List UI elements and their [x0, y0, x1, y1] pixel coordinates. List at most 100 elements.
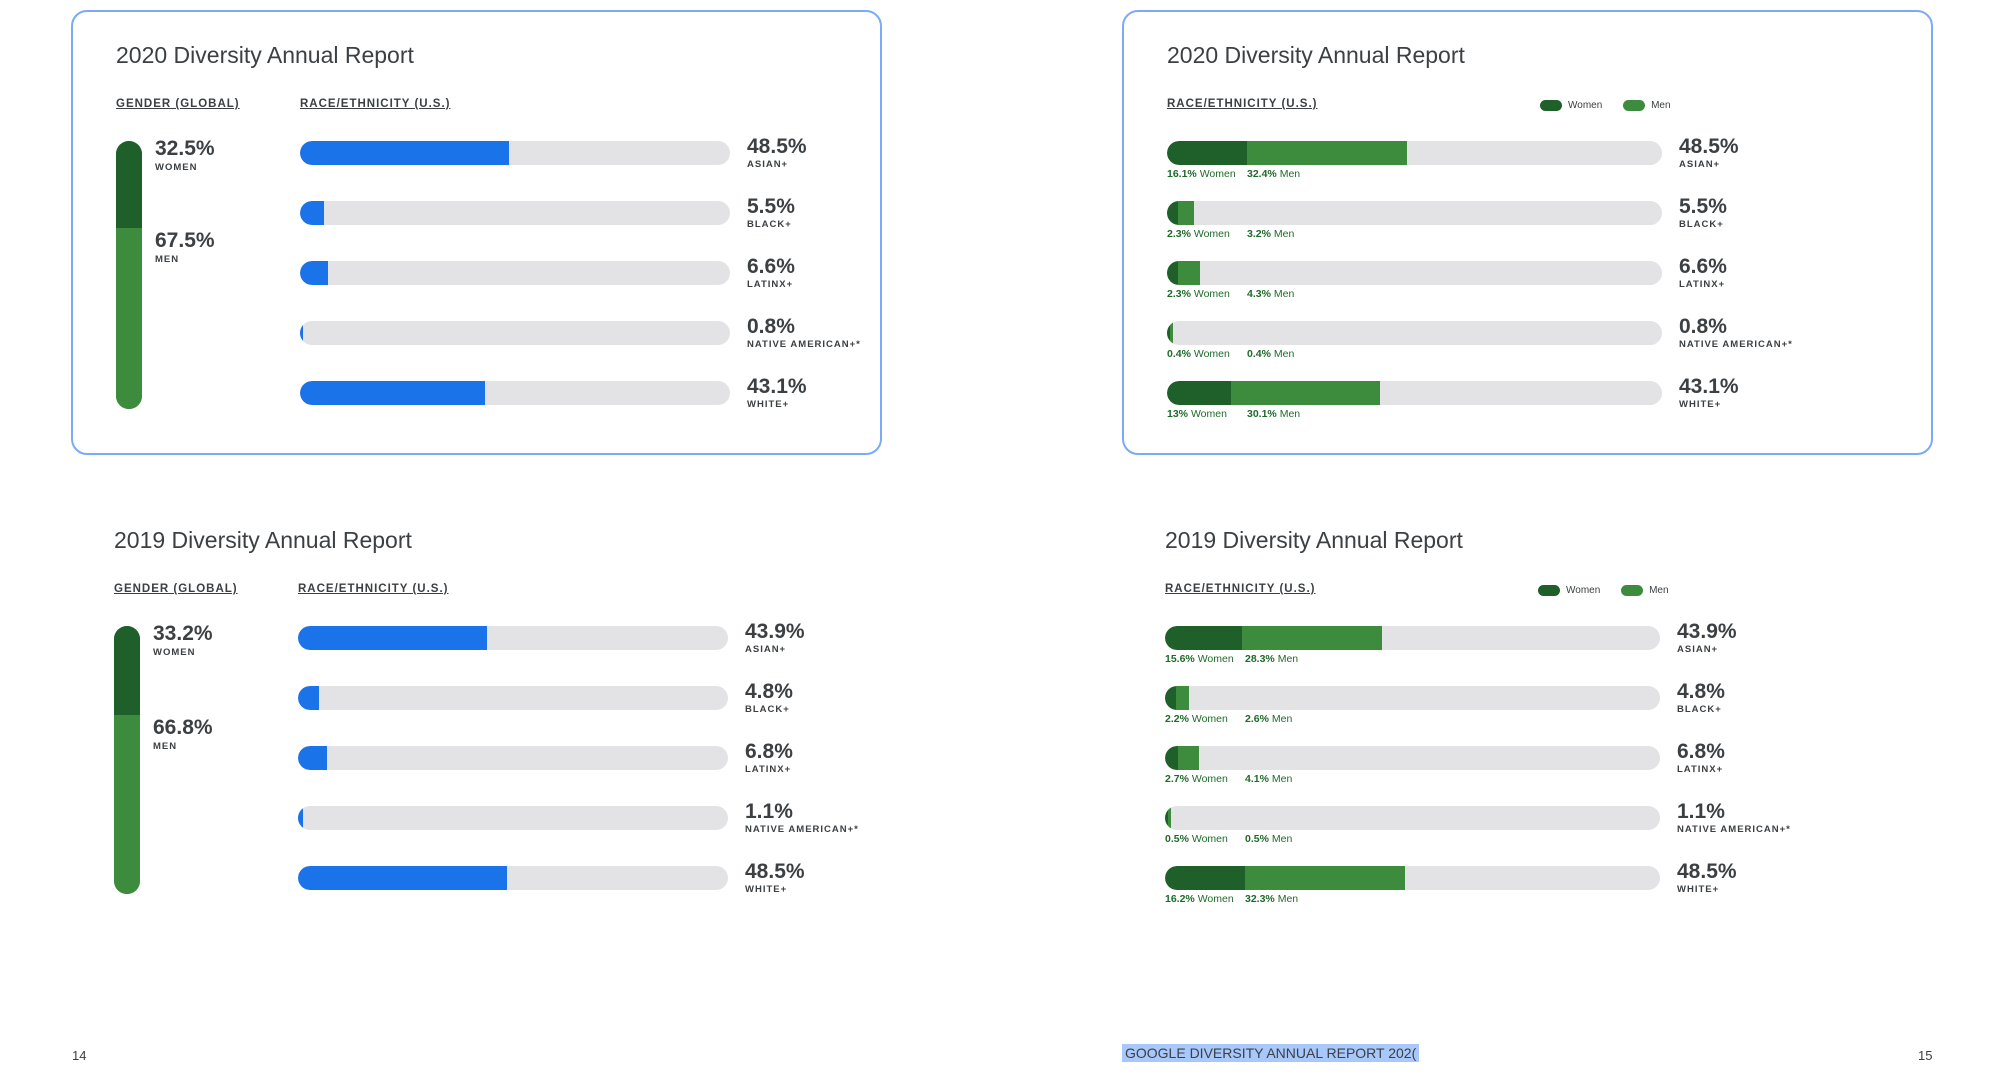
bar-value-native-american: 1.1% — [1677, 800, 1725, 823]
panel-title: 2020 Diversity Annual Report — [116, 42, 414, 68]
bar-women-label-native-american: 0.5% Women — [1165, 833, 1228, 845]
bar-women-native-american — [1167, 321, 1170, 345]
bar-women-name: Women — [1197, 653, 1234, 665]
bar-track-asian — [300, 141, 730, 165]
legend-men: Men — [1623, 100, 1671, 112]
bar-men-value: 30.1% — [1247, 408, 1277, 420]
bar-men-label-black: 3.2% Men — [1247, 228, 1294, 240]
panel-title: 2020 Diversity Annual Report — [1167, 42, 1465, 68]
legend-men-swatch — [1621, 585, 1644, 596]
bar-asian — [300, 141, 509, 165]
bar-native-american — [300, 321, 304, 345]
gender-women-label: WOMEN — [155, 162, 198, 173]
bar-value-white: 48.5% — [1677, 860, 1737, 883]
bar-men-black — [1175, 686, 1189, 710]
bar-track-native-american — [1167, 321, 1662, 345]
gender-men-value: 67.5% — [155, 229, 215, 253]
bar-value-white: 43.1% — [1679, 375, 1739, 398]
bar-men-label-native-american: 0.4% Men — [1247, 348, 1294, 360]
gender-bar — [116, 141, 142, 409]
bar-black — [298, 686, 319, 710]
bar-value-white: 43.1% — [747, 375, 807, 398]
gender-header: GENDER (GLOBAL) — [114, 583, 238, 595]
bar-category-native-american: NATIVE AMERICAN+* — [1679, 339, 1793, 350]
bar-women-value: 2.3% — [1167, 288, 1191, 300]
bar-women-name: Women — [1193, 228, 1230, 240]
bar-men-label-latinx: 4.3% Men — [1247, 288, 1294, 300]
bar-women-native-american — [1165, 806, 1168, 830]
page-number-left: 14 — [72, 1048, 87, 1063]
bar-men-value: 0.4% — [1247, 348, 1271, 360]
bar-women-label-black: 2.3% Women — [1167, 228, 1230, 240]
bar-category-latinx: LATINX+ — [745, 764, 792, 775]
bar-men-name: Men — [1273, 348, 1295, 360]
legend-women-label: Women — [1568, 100, 1603, 112]
gender-women-value: 33.2% — [153, 622, 213, 645]
bar-track-latinx — [1167, 261, 1662, 285]
bar-women-white — [1167, 381, 1232, 405]
legend-men-label: Men — [1651, 100, 1671, 112]
gender-women-segment — [114, 626, 140, 715]
bar-women-name: Women — [1199, 168, 1236, 180]
bar-value-black: 5.5% — [747, 195, 795, 218]
legend-women-swatch — [1538, 585, 1560, 596]
bar-men-asian — [1242, 626, 1383, 650]
bar-value-black: 5.5% — [1679, 195, 1727, 218]
bar-asian — [298, 626, 487, 650]
bar-category-native-american: NATIVE AMERICAN+* — [747, 339, 861, 350]
panel-title: 2019 Diversity Annual Report — [1165, 527, 1463, 553]
bar-track-native-american — [300, 321, 730, 345]
bar-category-white: WHITE+ — [1679, 399, 1722, 410]
bar-value-white: 48.5% — [745, 860, 805, 883]
race-header: RACE/ETHNICITY (U.S.) — [298, 583, 449, 595]
bar-track-native-american — [1165, 806, 1660, 830]
bar-value-native-american: 0.8% — [747, 315, 795, 338]
bar-category-asian: ASIAN+ — [745, 644, 787, 655]
bar-men-value: 28.3% — [1245, 653, 1275, 665]
bar-track-latinx — [300, 261, 730, 285]
bar-men-label-latinx: 4.1% Men — [1245, 773, 1292, 785]
page-number-right: 15 — [1918, 1048, 1933, 1063]
bar-men-label-native-american: 0.5% Men — [1245, 833, 1292, 845]
bar-men-name: Men — [1273, 228, 1295, 240]
gender-men-label: MEN — [153, 740, 178, 752]
bar-category-latinx: LATINX+ — [1677, 764, 1724, 775]
bar-women-white — [1165, 866, 1246, 890]
bar-women-name: Women — [1190, 408, 1227, 420]
bar-women-name: Women — [1193, 288, 1230, 300]
bar-women-value: 0.4% — [1167, 348, 1191, 360]
bar-value-native-american: 1.1% — [745, 800, 793, 823]
report-2020-stacked-panel: 2020 Diversity Annual Report RACE/ETHNIC… — [1122, 10, 1933, 455]
bar-men-latinx — [1178, 261, 1200, 285]
bar-men-white — [1231, 381, 1381, 405]
legend-women-label: Women — [1566, 585, 1601, 597]
bar-track-black — [1167, 201, 1662, 225]
bar-men-name: Men — [1271, 773, 1293, 785]
bar-category-asian: ASIAN+ — [747, 159, 789, 170]
panel-title: 2019 Diversity Annual Report — [114, 527, 412, 553]
bar-men-value: 0.5% — [1245, 833, 1269, 845]
document-title-selected[interactable]: GOOGLE DIVERSITY ANNUAL REPORT 202( — [1122, 1044, 1420, 1062]
bar-men-white — [1245, 866, 1406, 890]
gender-men-segment — [114, 714, 140, 894]
bar-women-value: 16.2% — [1165, 893, 1195, 905]
legend-women: Women — [1538, 585, 1600, 596]
bar-category-native-american: NATIVE AMERICAN+* — [1677, 824, 1791, 835]
bar-men-value: 32.4% — [1247, 168, 1277, 180]
bar-women-value: 2.2% — [1165, 713, 1189, 725]
bar-track-white — [300, 381, 730, 405]
bar-value-asian: 48.5% — [747, 135, 807, 158]
legend: Women Men — [1538, 585, 1687, 596]
bar-category-black: BLACK+ — [745, 704, 790, 715]
legend-men: Men — [1621, 585, 1669, 596]
bar-women-value: 0.5% — [1165, 833, 1189, 845]
bar-men-name: Men — [1271, 713, 1293, 725]
gender-women-segment — [116, 141, 142, 229]
bar-black — [300, 201, 324, 225]
bar-men-value: 2.6% — [1245, 713, 1269, 725]
bar-track-latinx — [298, 746, 728, 770]
bar-value-asian: 43.9% — [1677, 620, 1737, 643]
bar-category-black: BLACK+ — [747, 219, 792, 230]
bar-native-american — [298, 806, 303, 830]
bar-men-value: 4.1% — [1245, 773, 1269, 785]
